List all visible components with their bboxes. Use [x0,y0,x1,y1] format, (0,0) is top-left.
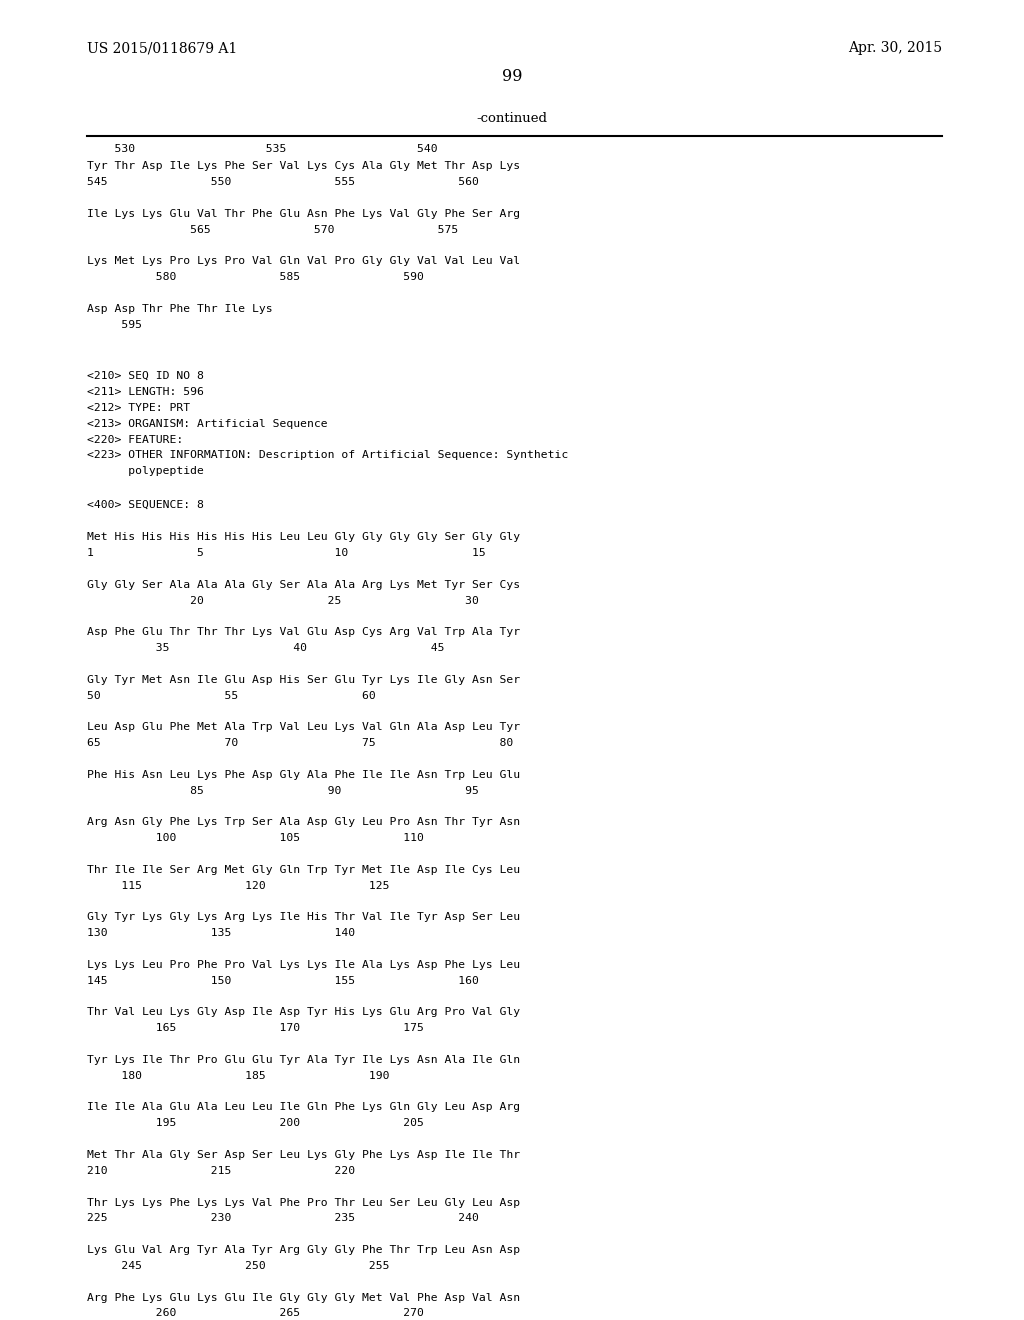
Text: Arg Phe Lys Glu Lys Glu Ile Gly Gly Gly Met Val Phe Asp Val Asn: Arg Phe Lys Glu Lys Glu Ile Gly Gly Gly … [87,1292,520,1303]
Text: <223> OTHER INFORMATION: Description of Artificial Sequence: Synthetic: <223> OTHER INFORMATION: Description of … [87,450,568,461]
Text: 195               200               205: 195 200 205 [87,1118,424,1129]
Text: 85                  90                  95: 85 90 95 [87,785,479,796]
Text: 35                  40                  45: 35 40 45 [87,643,444,653]
Text: 65                  70                  75                  80: 65 70 75 80 [87,738,513,748]
Text: Thr Lys Lys Phe Lys Lys Val Phe Pro Thr Leu Ser Leu Gly Leu Asp: Thr Lys Lys Phe Lys Lys Val Phe Pro Thr … [87,1197,520,1208]
Text: 50                  55                  60: 50 55 60 [87,690,376,701]
Text: 245               250               255: 245 250 255 [87,1261,389,1271]
Text: Apr. 30, 2015: Apr. 30, 2015 [848,41,942,55]
Text: 165               170               175: 165 170 175 [87,1023,424,1034]
Text: Lys Lys Leu Pro Phe Pro Val Lys Lys Ile Ala Lys Asp Phe Lys Leu: Lys Lys Leu Pro Phe Pro Val Lys Lys Ile … [87,960,520,970]
Text: Gly Gly Ser Ala Ala Ala Gly Ser Ala Ala Arg Lys Met Tyr Ser Cys: Gly Gly Ser Ala Ala Ala Gly Ser Ala Ala … [87,579,520,590]
Text: Thr Val Leu Lys Gly Asp Ile Asp Tyr His Lys Glu Arg Pro Val Gly: Thr Val Leu Lys Gly Asp Ile Asp Tyr His … [87,1007,520,1018]
Text: Gly Tyr Lys Gly Lys Arg Lys Ile His Thr Val Ile Tyr Asp Ser Leu: Gly Tyr Lys Gly Lys Arg Lys Ile His Thr … [87,912,520,923]
Text: -continued: -continued [476,112,548,125]
Text: <210> SEQ ID NO 8: <210> SEQ ID NO 8 [87,371,204,381]
Text: 115               120               125: 115 120 125 [87,880,389,891]
Text: 580               585               590: 580 585 590 [87,272,424,282]
Text: Met Thr Ala Gly Ser Asp Ser Leu Lys Gly Phe Lys Asp Ile Ile Thr: Met Thr Ala Gly Ser Asp Ser Leu Lys Gly … [87,1150,520,1160]
Text: <220> FEATURE:: <220> FEATURE: [87,434,183,445]
Text: Tyr Lys Ile Thr Pro Glu Glu Tyr Ala Tyr Ile Lys Asn Ala Ile Gln: Tyr Lys Ile Thr Pro Glu Glu Tyr Ala Tyr … [87,1055,520,1065]
Text: 145               150               155               160: 145 150 155 160 [87,975,479,986]
Text: Gly Tyr Met Asn Ile Glu Asp His Ser Glu Tyr Lys Ile Gly Asn Ser: Gly Tyr Met Asn Ile Glu Asp His Ser Glu … [87,675,520,685]
Text: 1               5                   10                  15: 1 5 10 15 [87,548,485,558]
Text: 100               105               110: 100 105 110 [87,833,424,843]
Text: Leu Asp Glu Phe Met Ala Trp Val Leu Lys Val Gln Ala Asp Leu Tyr: Leu Asp Glu Phe Met Ala Trp Val Leu Lys … [87,722,520,733]
Text: Ile Ile Ala Glu Ala Leu Leu Ile Gln Phe Lys Gln Gly Leu Asp Arg: Ile Ile Ala Glu Ala Leu Leu Ile Gln Phe … [87,1102,520,1113]
Text: Asp Phe Glu Thr Thr Thr Lys Val Glu Asp Cys Arg Val Trp Ala Tyr: Asp Phe Glu Thr Thr Thr Lys Val Glu Asp … [87,627,520,638]
Text: Arg Asn Gly Phe Lys Trp Ser Ala Asp Gly Leu Pro Asn Thr Tyr Asn: Arg Asn Gly Phe Lys Trp Ser Ala Asp Gly … [87,817,520,828]
Text: polypeptide: polypeptide [87,466,204,477]
Text: Ile Lys Lys Glu Val Thr Phe Glu Asn Phe Lys Val Gly Phe Ser Arg: Ile Lys Lys Glu Val Thr Phe Glu Asn Phe … [87,209,520,219]
Text: Tyr Thr Asp Ile Lys Phe Ser Val Lys Cys Ala Gly Met Thr Asp Lys: Tyr Thr Asp Ile Lys Phe Ser Val Lys Cys … [87,161,520,172]
Text: <212> TYPE: PRT: <212> TYPE: PRT [87,403,190,413]
Text: Thr Ile Ile Ser Arg Met Gly Gln Trp Tyr Met Ile Asp Ile Cys Leu: Thr Ile Ile Ser Arg Met Gly Gln Trp Tyr … [87,865,520,875]
Text: US 2015/0118679 A1: US 2015/0118679 A1 [87,41,238,55]
Text: 20                  25                  30: 20 25 30 [87,595,479,606]
Text: Phe His Asn Leu Lys Phe Asp Gly Ala Phe Ile Ile Asn Trp Leu Glu: Phe His Asn Leu Lys Phe Asp Gly Ala Phe … [87,770,520,780]
Text: 130               135               140: 130 135 140 [87,928,355,939]
Text: 595: 595 [87,319,142,330]
Text: 180               185               190: 180 185 190 [87,1071,389,1081]
Text: 99: 99 [502,69,522,84]
Text: Lys Glu Val Arg Tyr Ala Tyr Arg Gly Gly Phe Thr Trp Leu Asn Asp: Lys Glu Val Arg Tyr Ala Tyr Arg Gly Gly … [87,1245,520,1255]
Text: 565               570               575: 565 570 575 [87,224,459,235]
Text: 260               265               270: 260 265 270 [87,1308,424,1319]
Text: 530                   535                   540: 530 535 540 [87,144,437,154]
Text: <211> LENGTH: 596: <211> LENGTH: 596 [87,387,204,397]
Text: 225               230               235               240: 225 230 235 240 [87,1213,479,1224]
Text: <400> SEQUENCE: 8: <400> SEQUENCE: 8 [87,499,204,510]
Text: 210               215               220: 210 215 220 [87,1166,355,1176]
Text: <213> ORGANISM: Artificial Sequence: <213> ORGANISM: Artificial Sequence [87,418,328,429]
Text: Met His His His His His His Leu Leu Gly Gly Gly Gly Ser Gly Gly: Met His His His His His His Leu Leu Gly … [87,532,520,543]
Text: 545               550               555               560: 545 550 555 560 [87,177,479,187]
Text: Lys Met Lys Pro Lys Pro Val Gln Val Pro Gly Gly Val Val Leu Val: Lys Met Lys Pro Lys Pro Val Gln Val Pro … [87,256,520,267]
Text: Asp Asp Thr Phe Thr Ile Lys: Asp Asp Thr Phe Thr Ile Lys [87,304,272,314]
